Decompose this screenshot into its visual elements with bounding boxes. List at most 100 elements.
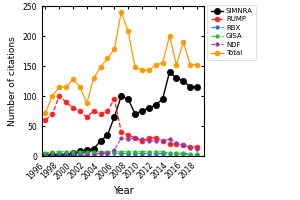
- RBX: [175, 153, 178, 155]
- RBX: [161, 152, 164, 155]
- RBX: [195, 154, 199, 156]
- SIMNRA: [71, 152, 75, 154]
- GISA: [112, 151, 116, 153]
- RBX: [85, 152, 88, 155]
- RBX: [188, 154, 192, 156]
- NDF: [44, 155, 47, 157]
- Total: [195, 64, 199, 66]
- RUMP: [78, 110, 82, 112]
- Total: [133, 66, 137, 68]
- SIMNRA: [92, 148, 95, 150]
- Total: [99, 66, 102, 68]
- Total: [147, 69, 151, 71]
- GISA: [71, 151, 75, 153]
- SIMNRA: [133, 113, 137, 115]
- RUMP: [175, 143, 178, 145]
- GISA: [78, 151, 82, 153]
- SIMNRA: [112, 116, 116, 118]
- SIMNRA: [44, 154, 47, 157]
- Line: RUMP: RUMP: [43, 94, 200, 149]
- Total: [57, 86, 61, 88]
- RBX: [99, 152, 102, 155]
- GISA: [154, 151, 158, 153]
- RBX: [64, 153, 68, 155]
- NDF: [195, 148, 199, 150]
- Total: [71, 78, 75, 80]
- RBX: [168, 153, 171, 155]
- RUMP: [71, 107, 75, 109]
- RUMP: [44, 119, 47, 121]
- RUMP: [57, 95, 61, 97]
- SIMNRA: [78, 150, 82, 152]
- Total: [168, 35, 171, 37]
- GISA: [188, 153, 192, 155]
- Total: [175, 64, 178, 66]
- GISA: [64, 151, 68, 153]
- RUMP: [195, 146, 199, 148]
- RUMP: [119, 131, 123, 133]
- RUMP: [188, 146, 192, 148]
- RBX: [119, 152, 123, 155]
- NDF: [57, 155, 61, 157]
- RBX: [57, 152, 61, 155]
- Total: [188, 64, 192, 66]
- GISA: [168, 152, 171, 154]
- GISA: [161, 151, 164, 153]
- Total: [154, 64, 158, 66]
- RUMP: [64, 101, 68, 103]
- Total: [140, 69, 144, 71]
- SIMNRA: [99, 140, 102, 142]
- NDF: [92, 154, 95, 156]
- RUMP: [154, 137, 158, 139]
- Total: [106, 57, 109, 59]
- SIMNRA: [140, 110, 144, 112]
- GISA: [140, 151, 144, 153]
- SIMNRA: [188, 86, 192, 88]
- NDF: [85, 154, 88, 156]
- SIMNRA: [126, 98, 130, 100]
- Line: RBX: RBX: [44, 151, 199, 157]
- NDF: [154, 140, 158, 142]
- GISA: [57, 151, 61, 153]
- Y-axis label: Number of citations: Number of citations: [8, 36, 17, 126]
- SIMNRA: [119, 95, 123, 97]
- SIMNRA: [147, 107, 151, 109]
- RBX: [92, 152, 95, 155]
- RBX: [126, 152, 130, 155]
- GISA: [119, 151, 123, 153]
- Total: [161, 62, 164, 64]
- RBX: [182, 153, 185, 155]
- Total: [126, 30, 130, 32]
- NDF: [140, 138, 144, 140]
- RUMP: [92, 110, 95, 112]
- RUMP: [112, 98, 116, 100]
- SIMNRA: [195, 86, 199, 88]
- RUMP: [50, 113, 54, 115]
- RUMP: [126, 134, 130, 136]
- NDF: [99, 152, 102, 154]
- SIMNRA: [154, 104, 158, 106]
- Total: [85, 102, 88, 104]
- RUMP: [85, 116, 88, 118]
- RBX: [133, 152, 137, 155]
- Total: [78, 86, 82, 88]
- Line: SIMNRA: SIMNRA: [42, 69, 200, 159]
- Line: GISA: GISA: [44, 150, 199, 156]
- RBX: [78, 152, 82, 155]
- Line: Total: Total: [43, 10, 200, 115]
- RUMP: [106, 110, 109, 112]
- RBX: [44, 154, 47, 156]
- NDF: [50, 155, 54, 157]
- RUMP: [133, 137, 137, 139]
- Total: [112, 48, 116, 50]
- NDF: [161, 140, 164, 142]
- NDF: [119, 137, 123, 139]
- NDF: [78, 155, 82, 157]
- SIMNRA: [182, 80, 185, 82]
- NDF: [168, 138, 171, 140]
- SIMNRA: [161, 98, 164, 100]
- X-axis label: Year: Year: [113, 186, 133, 196]
- GISA: [182, 152, 185, 154]
- SIMNRA: [64, 154, 68, 156]
- RUMP: [140, 140, 144, 142]
